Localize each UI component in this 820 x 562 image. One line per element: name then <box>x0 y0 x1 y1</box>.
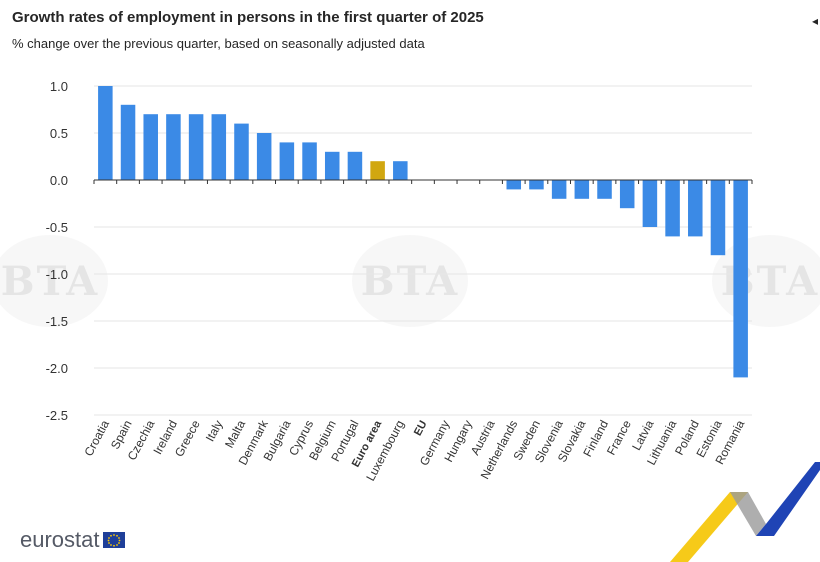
bar[interactable] <box>234 123 249 180</box>
x-tick-label: Italy <box>203 418 226 444</box>
bar[interactable] <box>597 180 612 199</box>
axes <box>93 179 753 184</box>
eu-flag-icon <box>102 532 125 548</box>
watermark-right: BTA <box>712 235 820 327</box>
x-tick-label: EU <box>412 419 430 438</box>
bar[interactable] <box>393 161 408 180</box>
grid-lines <box>94 85 752 416</box>
watermark-left: BTA <box>0 235 108 327</box>
bar[interactable] <box>143 114 158 180</box>
bar[interactable] <box>188 114 204 180</box>
watermark-center: BTA <box>352 235 468 327</box>
y-tick-label: 0.5 <box>50 126 68 141</box>
chart-subtitle: % change over the previous quarter, base… <box>12 36 425 51</box>
bar[interactable] <box>529 180 544 190</box>
bar[interactable] <box>665 180 680 237</box>
bar[interactable] <box>642 180 658 227</box>
bar[interactable] <box>619 180 635 209</box>
bar[interactable] <box>710 180 726 256</box>
bar[interactable] <box>166 114 181 180</box>
y-tick-label: -0.5 <box>46 220 68 235</box>
corner-decoration <box>670 462 820 562</box>
y-tick-label: -2.0 <box>46 361 68 376</box>
y-tick-label: 0.0 <box>50 173 68 188</box>
bar[interactable] <box>120 104 136 180</box>
bar[interactable] <box>302 142 317 180</box>
logo-text: eurostat <box>20 527 100 552</box>
x-tick-label: Croatia <box>81 418 112 459</box>
share-icon[interactable]: ◂ <box>811 14 818 28</box>
y-tick-label: -1.0 <box>46 267 68 282</box>
bar[interactable] <box>370 161 385 180</box>
bar[interactable] <box>574 180 590 199</box>
bar[interactable] <box>279 142 295 180</box>
bar[interactable] <box>506 180 522 190</box>
chart-title: Growth rates of employment in persons in… <box>12 9 484 26</box>
bar[interactable] <box>347 151 363 180</box>
bar[interactable] <box>256 133 272 180</box>
y-tick-label: -2.5 <box>46 408 68 423</box>
bar[interactable] <box>688 180 703 237</box>
bar[interactable] <box>211 114 227 180</box>
y-tick-label: 1.0 <box>50 79 68 94</box>
y-axis-ticks: 1.0 0.5 0.0 -0.5 -1.0 -1.5 -2.0 -2.5 <box>46 79 68 423</box>
bar[interactable] <box>324 151 340 180</box>
y-tick-label: -1.5 <box>46 314 68 329</box>
bar[interactable] <box>733 180 748 378</box>
bars <box>98 86 748 378</box>
bar[interactable] <box>551 180 567 199</box>
bar[interactable] <box>98 86 113 180</box>
eurostat-logo: eurostat <box>20 527 125 553</box>
